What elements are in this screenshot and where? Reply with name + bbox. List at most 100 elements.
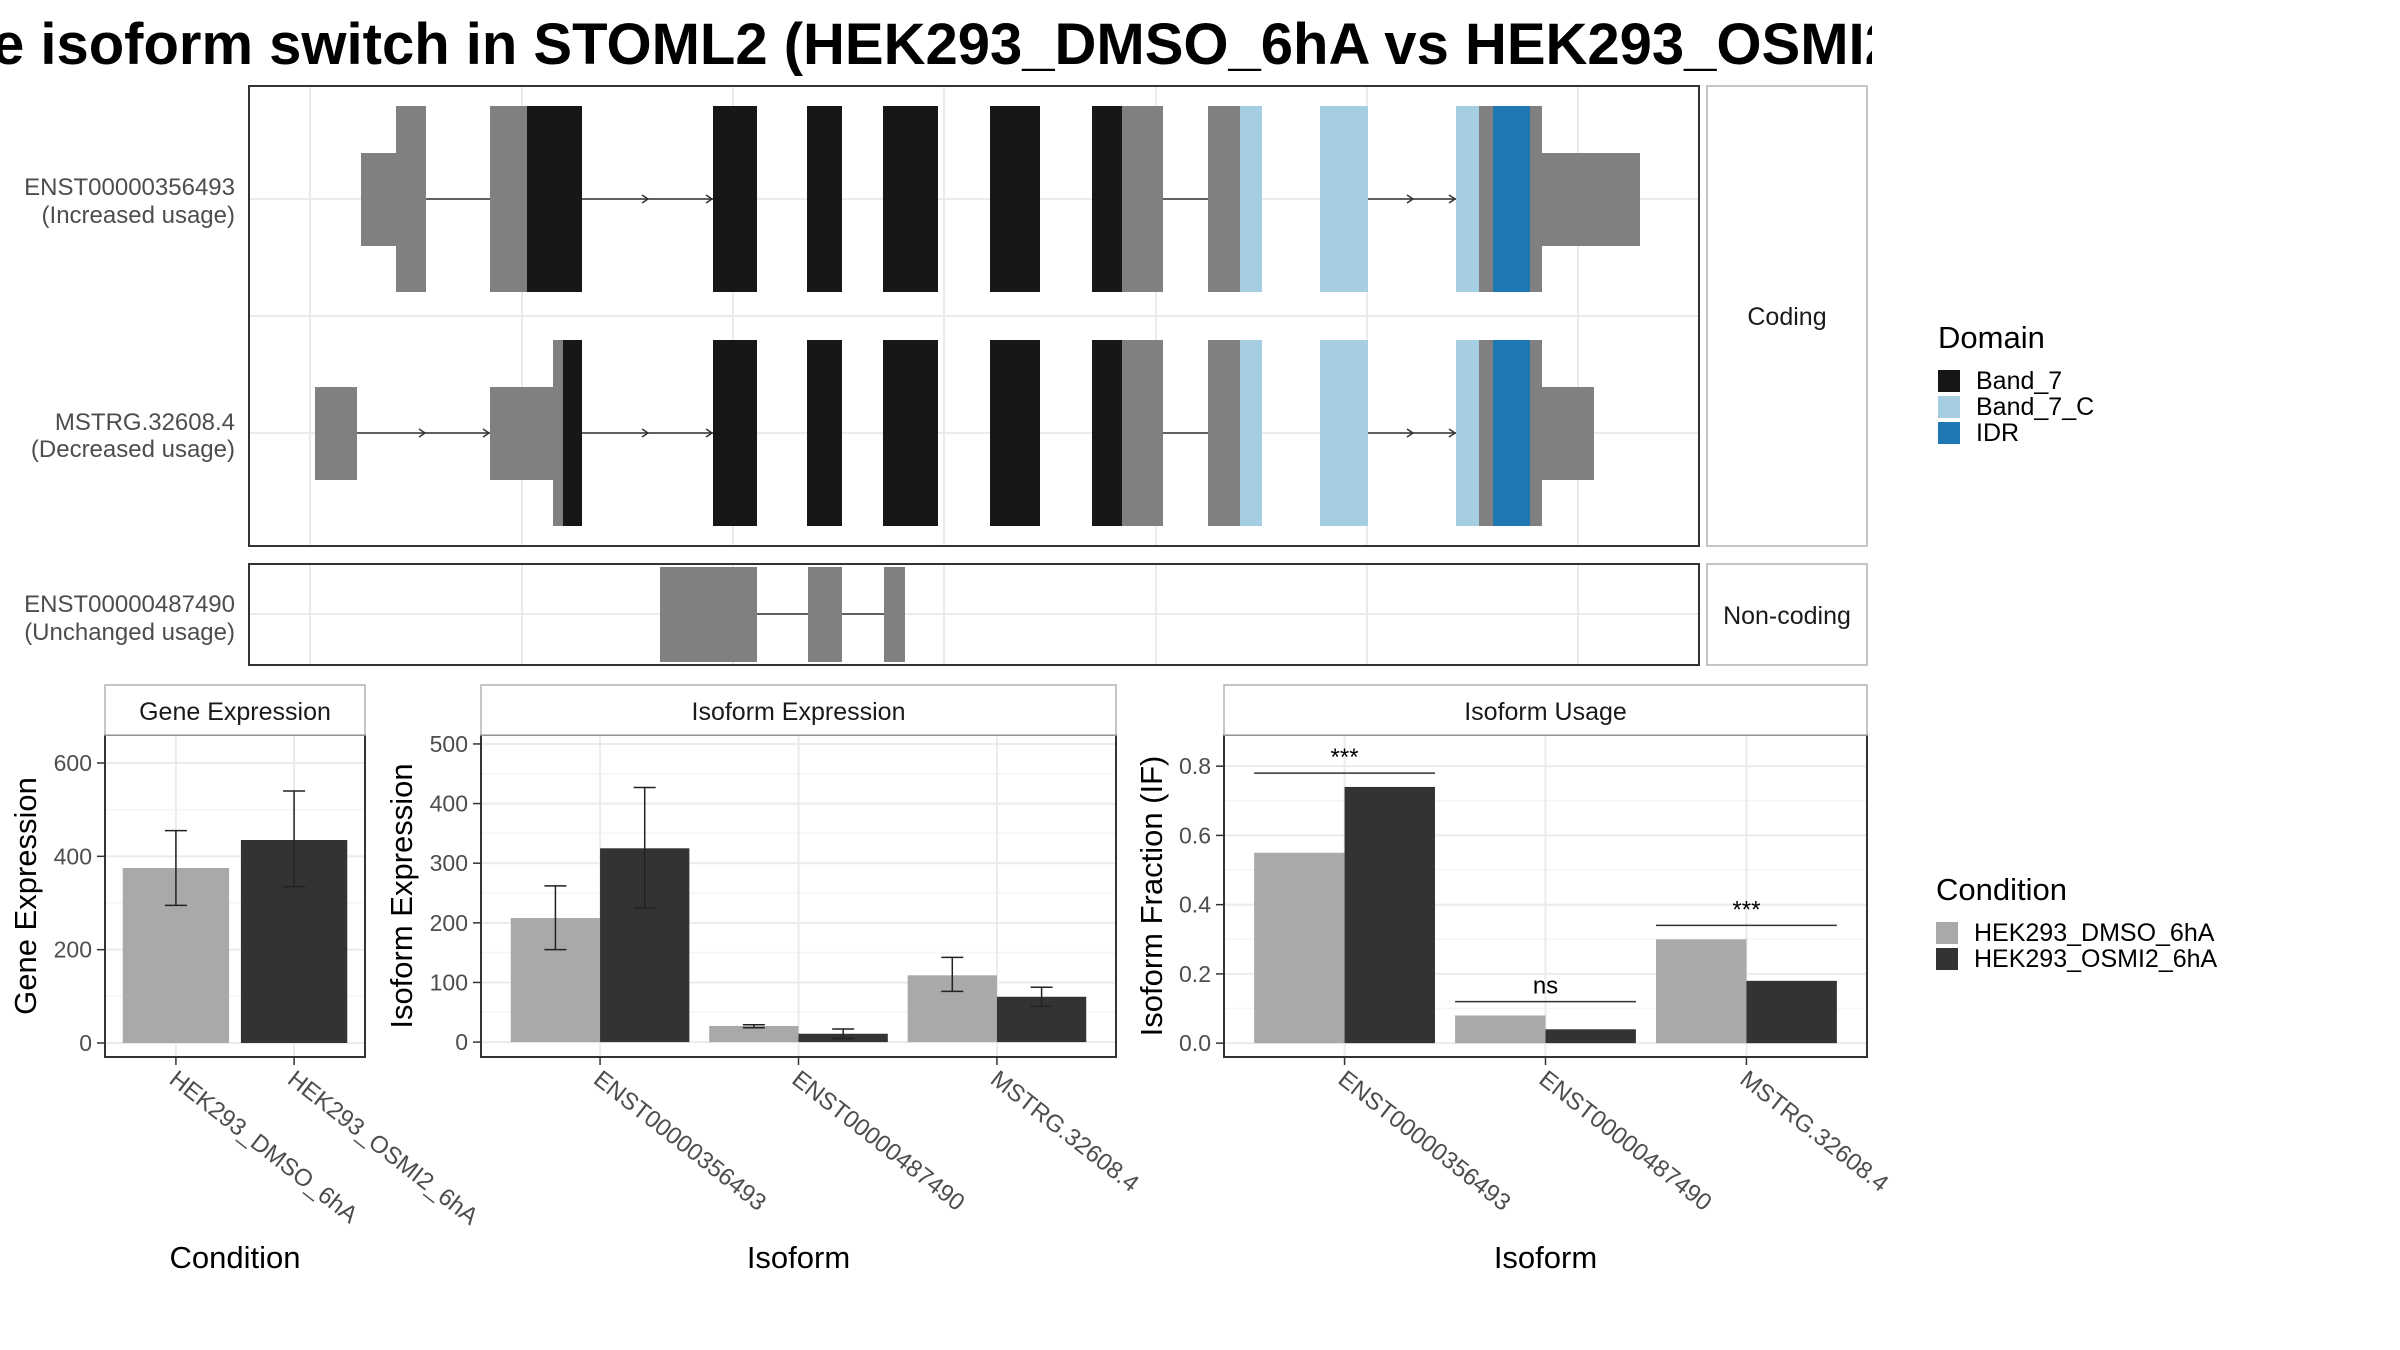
y-tick-label: 0.0 xyxy=(1179,1030,1211,1056)
utr-exon xyxy=(490,106,527,292)
coding-strip-label: Coding xyxy=(1747,303,1826,331)
transcript-id-label: ENST00000356493 xyxy=(24,174,235,201)
noncoding-strip-label: Non-coding xyxy=(1723,602,1851,630)
y-axis-title: Isoform Expression xyxy=(384,763,419,1028)
condition-legend-label: HEK293_OSMI2_6hA xyxy=(1974,945,2218,973)
y-tick-label: 500 xyxy=(430,731,468,757)
bar xyxy=(1455,1015,1546,1044)
band7c-domain-block xyxy=(1456,340,1479,526)
chart-strip xyxy=(480,684,1117,736)
domain-legend-key xyxy=(1938,422,1960,444)
intron-arrow xyxy=(1406,428,1415,438)
band7-domain-block xyxy=(990,106,1040,292)
y-tick-label: 200 xyxy=(430,910,468,936)
chart-strip-title: Isoform Usage xyxy=(1464,698,1627,726)
band7-domain-block xyxy=(883,106,938,292)
condition-legend-key xyxy=(1936,922,1958,944)
y-tick-label: 600 xyxy=(54,750,92,776)
intron-arrow xyxy=(482,428,491,438)
transcript-usage-label: (Increased usage) xyxy=(42,202,235,229)
y-tick-label: 0.4 xyxy=(1179,892,1211,918)
y-tick-label: 200 xyxy=(54,937,92,963)
noncoding-exon xyxy=(660,567,757,662)
band7-domain-block xyxy=(713,106,757,292)
domain-legend-key xyxy=(1938,370,1960,392)
band7-domain-block xyxy=(713,340,757,526)
utr-exon xyxy=(490,387,553,480)
bar xyxy=(1344,786,1435,1044)
domain-legend-key xyxy=(1938,396,1960,418)
y-tick-label: 0 xyxy=(79,1030,92,1056)
domain-legend-label: Band_7 xyxy=(1976,367,2062,395)
band7c-domain-block xyxy=(1456,106,1479,292)
y-tick-label: 400 xyxy=(430,791,468,817)
intron-arrow xyxy=(641,194,650,204)
band7c-domain-block xyxy=(1320,340,1368,526)
condition-legend-title: Condition xyxy=(1936,872,2067,907)
condition-legend-key xyxy=(1936,948,1958,970)
chart-strip xyxy=(104,684,366,736)
x-tick-label: HEK293_DMSO_6hA xyxy=(164,1065,362,1228)
chart-panel-2: *** ns *** Isoform Usage 0.0 0.2 0.4 0.6 0.8 ENST… xyxy=(1134,684,1893,1275)
utr-exon xyxy=(1530,340,1542,526)
band7-domain-block xyxy=(563,340,582,526)
utr-exon xyxy=(396,106,426,292)
x-tick-label: ENST00000487490 xyxy=(1534,1065,1717,1216)
noncoding-strip xyxy=(1706,563,1868,666)
band7-domain-block xyxy=(990,340,1040,526)
bar xyxy=(1545,1029,1636,1044)
x-tick-label: ENST00000487490 xyxy=(787,1065,970,1216)
x-axis-title: Condition xyxy=(170,1240,301,1275)
utr-exon xyxy=(361,153,396,246)
utr-exon xyxy=(553,340,563,526)
band7-domain-block xyxy=(807,340,842,526)
transcript-usage-label: (Decreased usage) xyxy=(31,436,235,463)
domain-legend-label: IDR xyxy=(1976,419,2019,447)
y-tick-label: 0.2 xyxy=(1179,961,1211,987)
intron-arrow xyxy=(1448,194,1457,204)
transcript-id-label: ENST00000487490 xyxy=(24,591,235,618)
noncoding-exon xyxy=(884,567,905,662)
structure-panel-border xyxy=(248,563,1700,666)
y-tick-label: 0 xyxy=(455,1029,468,1055)
condition-legend-label: HEK293_DMSO_6hA xyxy=(1974,919,2215,947)
y-tick-label: 400 xyxy=(54,843,92,869)
bar xyxy=(1746,980,1837,1044)
utr-exon xyxy=(1122,340,1163,526)
structure-panel-border xyxy=(248,85,1700,547)
band7-domain-block xyxy=(807,106,842,292)
intron-arrow xyxy=(705,194,714,204)
transcript-usage-label: (Unchanged usage) xyxy=(24,619,235,646)
domain-legend-label: Band_7_C xyxy=(1976,393,2094,421)
bar xyxy=(1656,939,1747,1044)
x-tick-label: HEK293_OSMI2_6hA xyxy=(282,1065,483,1230)
significance-label: *** xyxy=(1331,744,1359,771)
transcript-id-label: MSTRG.32608.4 xyxy=(55,409,235,436)
band7-domain-block xyxy=(883,340,938,526)
x-tick-label: ENST00000356493 xyxy=(588,1065,771,1216)
bar xyxy=(709,1025,799,1043)
coding-strip xyxy=(1706,85,1868,547)
band7c-domain-block xyxy=(1320,106,1368,292)
idr-domain-block xyxy=(1493,340,1530,526)
intron-arrow xyxy=(1448,428,1457,438)
intron-arrow xyxy=(418,428,427,438)
utr-exon xyxy=(1542,387,1594,480)
y-axis-title: Gene Expression xyxy=(8,777,43,1015)
utr-exon xyxy=(1530,106,1542,292)
figure-title: e isoform switch in STOML2 (HEK293_DMSO_… xyxy=(0,12,1872,77)
y-tick-label: 0.6 xyxy=(1179,822,1211,848)
utr-exon xyxy=(1122,106,1163,292)
utr-exon xyxy=(1208,340,1240,526)
chart-panel-0: Gene Expression 0 200 400 600 HEK293_DMSO_6hA… xyxy=(8,684,483,1275)
domain-legend-title: Domain xyxy=(1938,320,2045,355)
band7c-domain-block xyxy=(1240,340,1262,526)
bar xyxy=(1254,852,1345,1044)
band7-domain-block xyxy=(1092,106,1122,292)
idr-domain-block xyxy=(1493,106,1530,292)
y-tick-label: 300 xyxy=(430,850,468,876)
y-axis-title: Isoform Fraction (IF) xyxy=(1134,756,1169,1037)
utr-exon xyxy=(1208,106,1240,292)
